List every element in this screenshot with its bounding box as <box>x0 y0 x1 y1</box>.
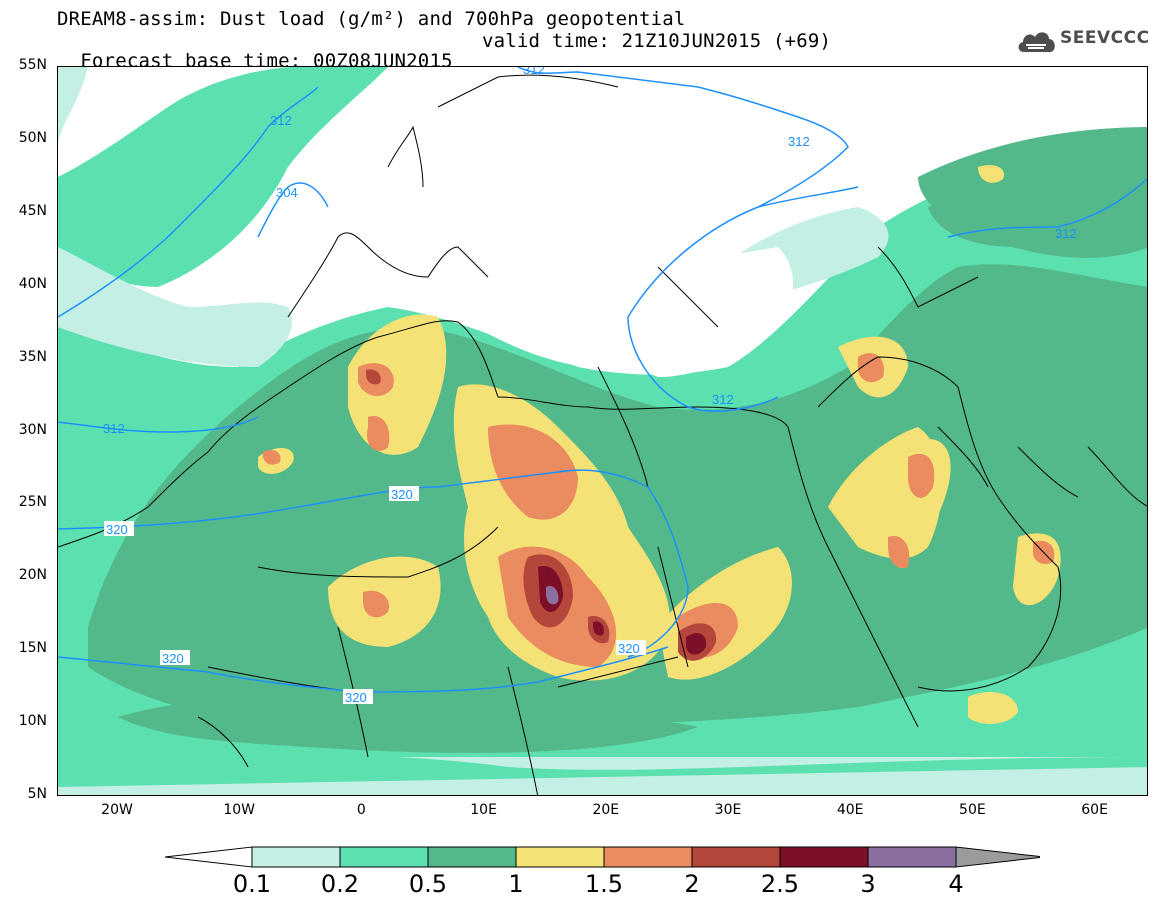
cloud-icon <box>1018 32 1055 52</box>
colorbar-tick-label: 1.5 <box>584 870 624 898</box>
lon-tick-label: 10W <box>223 802 256 818</box>
lat-tick-label: 50N <box>18 129 47 146</box>
lat-tick-label: 45N <box>18 202 47 219</box>
lon-tick-label: 60E <box>1081 802 1108 818</box>
colorbar-segment <box>339 846 429 868</box>
lon-tick-label: 20E <box>592 802 620 818</box>
colorbar-segment <box>867 846 957 868</box>
dust-load-map: 312 312 304 312 312 312 312 320 320 320 … <box>57 66 1148 796</box>
colorbar-tick-label: 3 <box>860 870 876 898</box>
colorbar-segment <box>603 846 693 868</box>
lon-tick-label: 20W <box>101 802 133 818</box>
logo-text: SEEVCCC <box>1060 28 1150 48</box>
contour-label: 312 <box>712 392 734 407</box>
colorbar-tick-label: 2.5 <box>760 870 800 898</box>
contour-label: 320 <box>162 651 184 666</box>
map-canvas: 312 312 304 312 312 312 312 320 320 320 … <box>58 67 1147 795</box>
colorbar-segment <box>779 846 869 868</box>
contour-label: 312 <box>1055 226 1077 241</box>
colorbar-tick-label: 0.2 <box>320 870 360 898</box>
lat-tick-label: 20N <box>18 567 47 584</box>
lon-tick-label: 40E <box>836 802 864 818</box>
lat-tick-label: 40N <box>18 275 47 292</box>
lon-tick-label: 10E <box>470 802 497 818</box>
colorbar-segment <box>427 846 517 868</box>
valid-time-label: valid time: 21Z10JUN2015 (+69) <box>482 30 832 52</box>
contour-label-bg <box>104 521 134 536</box>
colorbar-tick-label: 0.5 <box>408 870 448 898</box>
lat-tick-label: 10N <box>18 713 47 730</box>
contour-label-bg <box>160 650 190 665</box>
colorbar-tick-label: 2 <box>684 870 700 898</box>
coastlines <box>58 74 1147 795</box>
colorbar-under-triangle <box>164 846 253 868</box>
lat-tick-label: 35N <box>18 348 47 365</box>
colorbar-over-triangle <box>955 846 1040 868</box>
colorbar-segment <box>691 846 781 868</box>
lat-tick-label: 30N <box>18 421 47 438</box>
lat-tick-label: 15N <box>18 640 47 657</box>
lat-tick-label: 25N <box>18 494 47 511</box>
lon-tick-label: 30E <box>714 802 742 818</box>
contour-label-bg <box>616 640 646 655</box>
chart-title: DREAM8-assim: Dust load (g/m²) and 700hP… <box>57 8 686 30</box>
colorbar <box>164 846 1040 868</box>
colorbar-tick-label: 4 <box>948 870 964 898</box>
dust-field-extreme <box>366 369 717 661</box>
colorbar-segment <box>515 846 605 868</box>
clear-region <box>366 67 1147 377</box>
lat-tick-label: 55N <box>18 57 47 73</box>
contour-labels: 312 312 304 312 312 312 312 320 320 320 … <box>103 67 1077 705</box>
contour-label: 312 <box>523 67 545 77</box>
contour-label: 312 <box>103 421 125 436</box>
contour-label-bg <box>343 689 373 704</box>
contour-label: 320 <box>391 487 413 502</box>
contour-label: 320 <box>106 522 128 537</box>
seevccc-logo: SEEVCCC <box>1016 24 1156 60</box>
colorbar-tick-label: 1 <box>508 870 524 898</box>
colorbar-tick-label: 0.1 <box>232 870 272 898</box>
contour-label: 312 <box>270 113 292 128</box>
contour-label: 304 <box>276 185 298 200</box>
contour-label-bg <box>389 486 419 501</box>
contour-label: 320 <box>345 690 367 705</box>
lon-tick-label: 50E <box>959 802 986 818</box>
colorbar-segment <box>251 846 341 868</box>
lon-tick-label: 0 <box>356 802 366 818</box>
lat-tick-label: 5N <box>27 786 47 802</box>
contour-label: 320 <box>618 641 640 656</box>
contour-label: 312 <box>788 134 810 149</box>
